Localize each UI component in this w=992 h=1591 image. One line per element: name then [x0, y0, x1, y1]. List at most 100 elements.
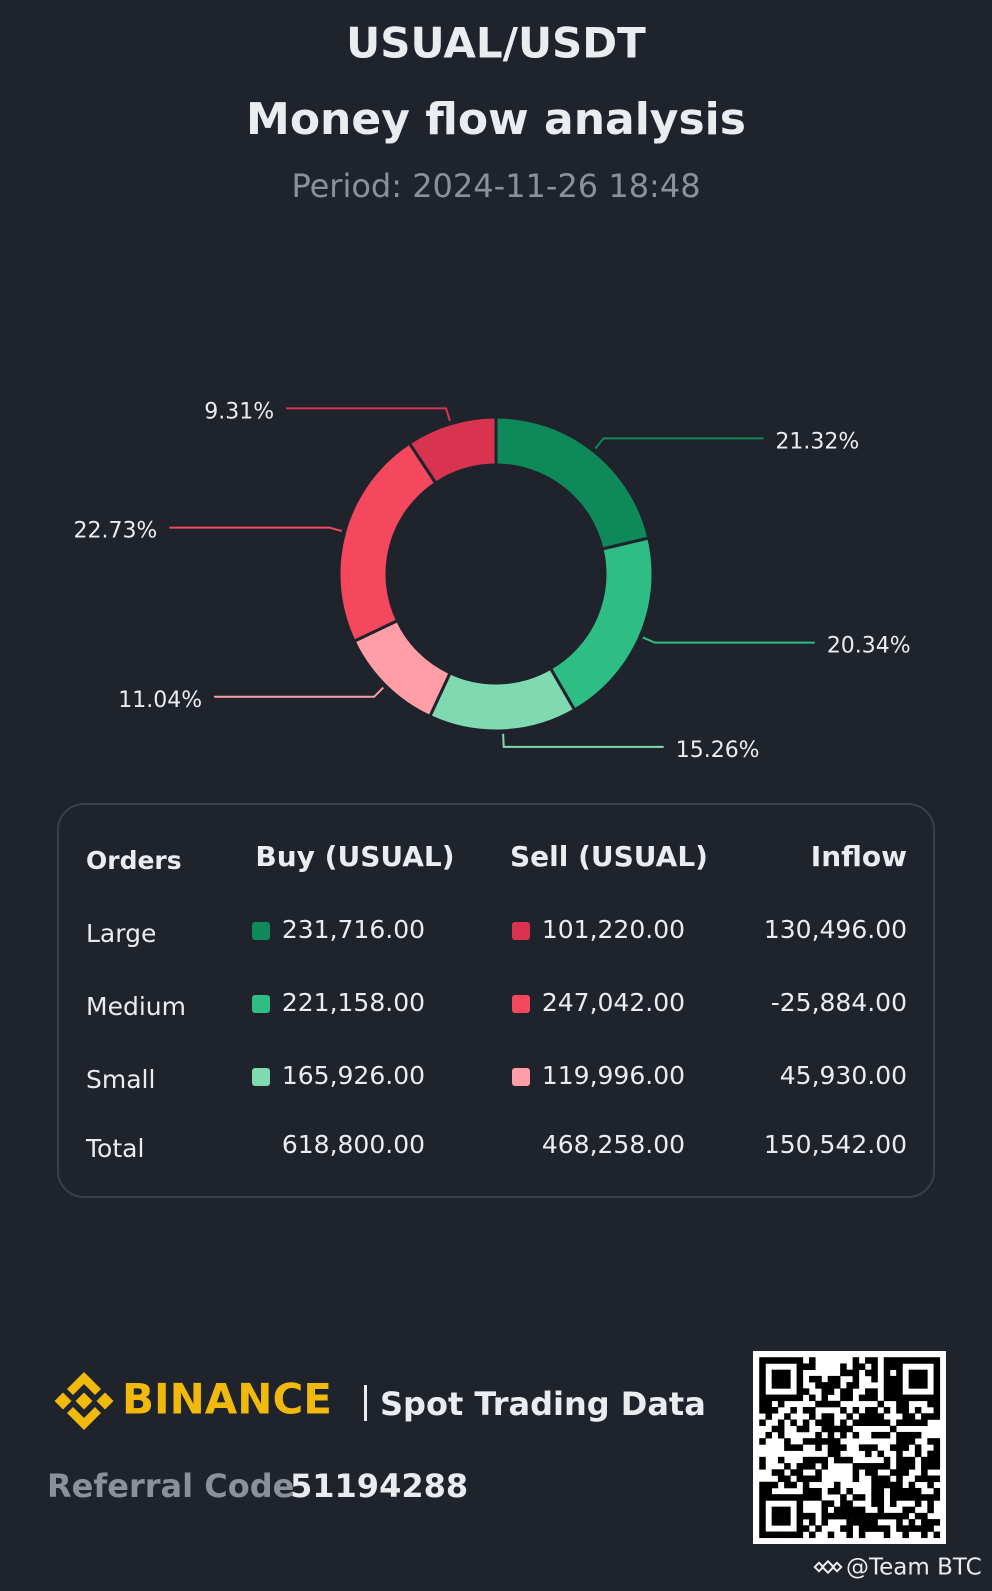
- qr-module: [771, 1531, 779, 1539]
- row-label: Medium: [86, 992, 186, 1021]
- table: Orders Buy (USUAL) Sell (USUAL) Inflow Large…: [85, 840, 907, 1163]
- qr-module: [821, 1512, 829, 1520]
- qr-module: [896, 1469, 903, 1476]
- qr-module: [889, 1388, 897, 1395]
- qr-module: [896, 1494, 903, 1501]
- qr-module: [871, 1388, 878, 1395]
- qr-module: [771, 1519, 779, 1526]
- qr-module: [765, 1487, 772, 1495]
- qr-module: [908, 1456, 916, 1464]
- qr-module: [759, 1438, 766, 1445]
- qr-module: [784, 1444, 791, 1451]
- qr-module: [759, 1369, 766, 1377]
- qr-module: [889, 1394, 897, 1402]
- data-label: 22.73%: [73, 519, 157, 544]
- qr-module: [846, 1500, 853, 1507]
- qr-module: [815, 1375, 822, 1383]
- qr-module: [840, 1394, 847, 1402]
- qr-module: [927, 1357, 934, 1364]
- qr-module: [908, 1375, 916, 1383]
- qr-module: [871, 1363, 878, 1370]
- qr-module: [902, 1525, 909, 1532]
- leader-line: [286, 407, 451, 422]
- qr-module: [827, 1512, 835, 1520]
- qr-module: [908, 1481, 916, 1489]
- qr-module: [802, 1407, 810, 1414]
- qr-module: [933, 1357, 941, 1364]
- qr-module: [784, 1438, 791, 1445]
- qr-module: [902, 1413, 909, 1420]
- qr-module: [877, 1494, 885, 1501]
- sell-value: 119,996.00: [542, 1061, 685, 1090]
- qr-module: [921, 1419, 928, 1427]
- qr-module: [784, 1463, 791, 1470]
- qr-module: [871, 1369, 878, 1377]
- qr-module: [771, 1407, 779, 1414]
- qr-module: [858, 1419, 866, 1427]
- qr-module: [871, 1475, 878, 1483]
- qr-module: [908, 1394, 916, 1402]
- qr-module: [921, 1525, 928, 1532]
- qr-module: [815, 1382, 822, 1389]
- qr-module: [784, 1357, 791, 1364]
- qr-module: [840, 1506, 847, 1514]
- qr-module: [777, 1519, 785, 1526]
- qr-module: [896, 1475, 903, 1483]
- data-label: 9.31%: [204, 399, 274, 424]
- qr-module: [883, 1456, 891, 1464]
- qr-module: [802, 1456, 810, 1464]
- qr-module: [821, 1463, 829, 1470]
- qr-module: [933, 1363, 941, 1370]
- qr-module: [927, 1506, 934, 1514]
- qr-module: [821, 1425, 829, 1433]
- qr-module: [896, 1369, 903, 1377]
- qr-module: [815, 1419, 822, 1427]
- qr-code: [753, 1351, 946, 1544]
- qr-module: [852, 1369, 860, 1377]
- qr-module: [840, 1425, 847, 1433]
- qr-module: [833, 1400, 841, 1408]
- qr-module: [871, 1394, 878, 1402]
- qr-module: [765, 1407, 772, 1414]
- qr-module: [889, 1481, 897, 1489]
- qr-module: [784, 1375, 791, 1383]
- qr-module: [852, 1375, 860, 1383]
- qr-module: [852, 1431, 860, 1439]
- qr-module: [933, 1438, 941, 1445]
- qr-module: [784, 1369, 791, 1377]
- qr-module: [759, 1400, 766, 1408]
- qr-module: [815, 1525, 822, 1532]
- qr-module: [883, 1475, 891, 1483]
- qr-module: [889, 1425, 897, 1433]
- qr-module: [809, 1487, 816, 1495]
- qr-module: [933, 1450, 941, 1458]
- qr-module: [883, 1394, 891, 1402]
- qr-module: [914, 1357, 922, 1364]
- qr-module: [809, 1463, 816, 1470]
- qr-module: [833, 1425, 841, 1433]
- sell-swatch: [512, 995, 530, 1013]
- qr-module: [833, 1375, 841, 1383]
- qr-module: [877, 1481, 885, 1489]
- qr-module: [927, 1400, 934, 1408]
- qr-module: [908, 1487, 916, 1495]
- qr-module: [784, 1382, 791, 1389]
- qr-module: [883, 1525, 891, 1532]
- qr-module: [759, 1363, 766, 1370]
- qr-module: [933, 1369, 941, 1377]
- qr-module: [852, 1382, 860, 1389]
- qr-module: [883, 1357, 891, 1364]
- qr-module: [777, 1469, 785, 1476]
- qr-module: [883, 1481, 891, 1489]
- qr-module: [771, 1357, 779, 1364]
- qr-module: [809, 1363, 816, 1370]
- qr-module: [809, 1456, 816, 1464]
- qr-module: [840, 1363, 847, 1370]
- qr-module: [902, 1400, 909, 1408]
- qr-module: [846, 1512, 853, 1520]
- qr-module: [889, 1382, 897, 1389]
- qr-module: [865, 1357, 872, 1364]
- qr-module: [777, 1456, 785, 1464]
- leader-line: [169, 526, 343, 533]
- qr-module: [865, 1407, 872, 1414]
